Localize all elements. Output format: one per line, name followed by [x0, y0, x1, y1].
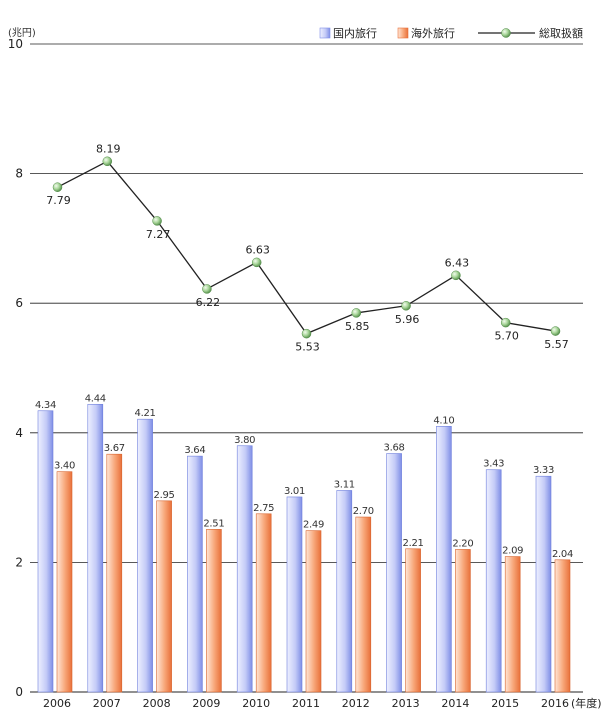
legend-label-overseas: 海外旅行: [411, 26, 455, 40]
line-point: [401, 301, 411, 311]
bar-overseas: [106, 453, 123, 693]
bar-domestic: [137, 418, 153, 693]
bar-label-domestic: 4.21: [135, 408, 156, 419]
total-line: [57, 160, 556, 335]
bar-domestic: [535, 475, 552, 693]
line-point: [152, 216, 162, 226]
bar-label-domestic: 4.44: [85, 393, 106, 404]
line-data-label: 5.70: [494, 330, 519, 343]
line-data-label: 5.53: [295, 341, 320, 354]
x-tick-label: 2013: [392, 697, 420, 710]
y-tick-label: 8: [15, 167, 23, 181]
x-tick-label: 2016: [541, 697, 569, 710]
bar-overseas: [206, 529, 222, 693]
legend-swatch-domestic: [319, 27, 331, 39]
y-axis-ticks: 0 2 4 6 8 10: [8, 37, 23, 699]
bar-label-overseas: 2.04: [552, 549, 573, 560]
bar-domestic: [286, 496, 303, 693]
x-tick-label: 2014: [441, 697, 469, 710]
legend: 国内旅行 海外旅行 総取扱額: [319, 26, 583, 40]
bar-overseas: [554, 559, 571, 693]
x-tick-label: 2009: [192, 697, 220, 710]
bar-label-overseas: 2.95: [154, 490, 175, 501]
bar-label-domestic: 4.10: [433, 415, 454, 426]
line-series: 7.79 8.19 7.27 6.22 6.63 5.53 5.85 5.96 6.43 5.70…: [46, 142, 569, 353]
x-tick-label: 2011: [292, 697, 320, 710]
line-point: [451, 270, 461, 281]
bar-label-overseas: 2.20: [452, 538, 473, 549]
line-point: [202, 284, 212, 294]
bar-domestic: [436, 426, 452, 693]
line-data-label: 8.19: [96, 142, 121, 155]
bar-overseas: [504, 556, 521, 693]
bar-label-domestic: 3.68: [384, 443, 405, 454]
bar-overseas: [255, 513, 272, 693]
x-tick-label: 2006: [43, 697, 71, 710]
bar-domestic: [37, 410, 54, 693]
x-tick-label: 2007: [93, 697, 121, 710]
legend-marker-total: [501, 28, 511, 38]
bar-label-domestic: 3.11: [334, 479, 355, 490]
bar-label-overseas: 3.40: [54, 461, 75, 472]
y-tick-label: 4: [15, 426, 23, 440]
bar-label-overseas: 2.09: [502, 546, 523, 557]
line-data-label: 7.79: [46, 194, 71, 207]
line-point: [500, 317, 511, 328]
y-unit-label: (兆円): [8, 27, 36, 39]
line-data-label: 7.27: [146, 228, 171, 241]
bar-label-domestic: 4.34: [35, 400, 56, 411]
bar-label-overseas: 2.21: [403, 538, 424, 549]
bar-data-labels: 4.34 4.44 4.21 3.64 3.80 3.01 3.11 3.68 4.10 3.43…: [35, 393, 573, 560]
line-data-label: 6.43: [445, 256, 470, 269]
line-point: [251, 257, 262, 268]
x-axis-ticks: 2006 2007 2008 2009 2010 2011 2012 2013 2014 2015…: [43, 697, 569, 710]
bar-overseas: [355, 516, 372, 693]
bar-domestic: [485, 469, 502, 693]
legend-swatch-overseas: [397, 27, 409, 39]
line-data-label: 6.22: [196, 296, 221, 309]
line-data-label: 5.96: [395, 313, 420, 326]
line-point: [351, 308, 362, 318]
bar-label-overseas: 2.70: [353, 506, 374, 517]
y-tick-label: 0: [15, 685, 23, 699]
y-tick-label: 10: [8, 37, 23, 51]
y-tick-label: 6: [15, 296, 23, 310]
bar-overseas: [455, 549, 471, 693]
bar-label-overseas: 3.67: [104, 443, 125, 454]
legend-label-total: 総取扱額: [539, 26, 583, 40]
line-point: [102, 156, 113, 167]
bar-overseas: [156, 500, 172, 693]
y-tick-label: 2: [15, 555, 23, 569]
bar-domestic: [336, 490, 353, 693]
bar-domestic: [187, 455, 203, 693]
legend-label-domestic: 国内旅行: [333, 26, 377, 40]
bar-label-domestic: 3.80: [234, 435, 255, 446]
bar-label-overseas: 2.51: [203, 518, 224, 529]
bar-label-domestic: 3.43: [483, 459, 504, 470]
x-tick-label: 2010: [242, 697, 270, 710]
x-tick-label: 2008: [143, 697, 171, 710]
x-unit-label: (年度): [571, 696, 602, 710]
bar-domestic: [386, 453, 402, 693]
x-tick-label: 2012: [342, 697, 370, 710]
bar-label-domestic: 3.01: [284, 486, 305, 497]
bar-overseas: [405, 548, 421, 693]
line-point: [301, 328, 312, 339]
bar-label-domestic: 3.64: [184, 445, 205, 456]
bar-domestic: [236, 445, 253, 693]
bar-label-domestic: 3.33: [533, 465, 554, 476]
bar-overseas: [305, 530, 322, 693]
bar-series: [37, 403, 571, 693]
line-point: [52, 182, 63, 192]
x-tick-label: 2015: [491, 697, 519, 710]
line-point: [550, 326, 561, 336]
bar-overseas: [56, 471, 73, 693]
bar-label-overseas: 2.75: [253, 503, 274, 514]
line-data-label: 5.57: [544, 338, 569, 351]
line-data-label: 6.63: [245, 243, 270, 256]
line-data-label: 5.85: [345, 320, 370, 333]
bar-domestic: [87, 403, 104, 693]
bar-label-overseas: 2.49: [303, 520, 324, 531]
